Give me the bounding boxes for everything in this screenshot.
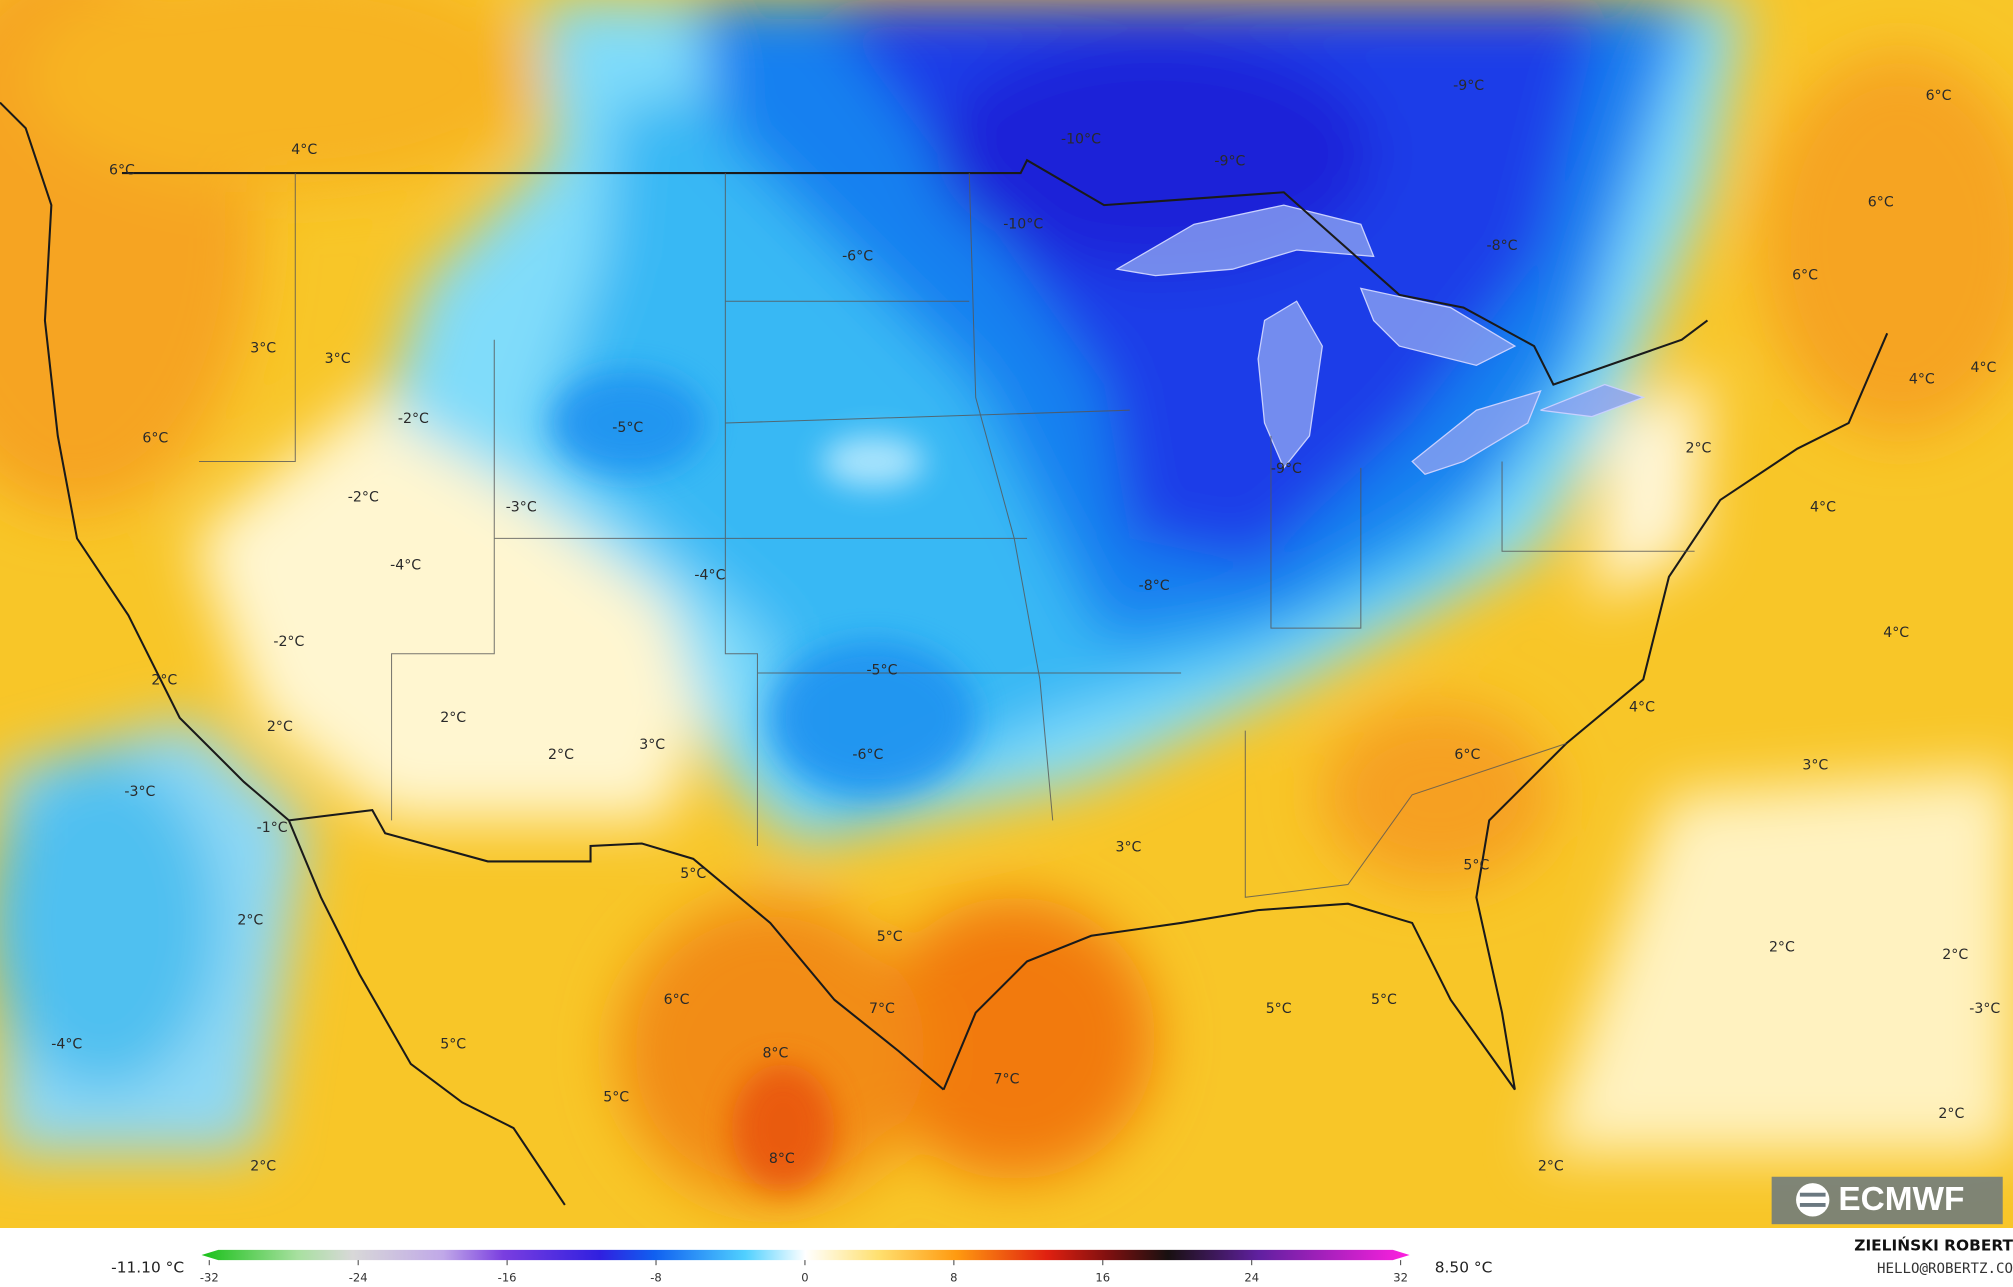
temperature-label: 7°C bbox=[869, 1001, 895, 1017]
borders bbox=[0, 101, 1889, 1206]
temperature-label: 4°C bbox=[1909, 371, 1935, 387]
temperature-label: 2°C bbox=[1942, 947, 1968, 963]
temperature-label: 5°C bbox=[1463, 857, 1489, 873]
temperature-label: 4°C bbox=[291, 142, 317, 158]
colorbar-tick-label: -32 bbox=[200, 1271, 219, 1285]
colorbar-tick-label: 24 bbox=[1244, 1271, 1259, 1285]
temperature-field bbox=[0, 0, 2013, 1229]
temperature-label: -2°C bbox=[273, 634, 304, 650]
colorbar-tick-label: 0 bbox=[801, 1271, 808, 1285]
temperature-label: 2°C bbox=[1938, 1106, 1964, 1122]
temperature-label: 5°C bbox=[1266, 1001, 1292, 1017]
temperature-label: 8°C bbox=[762, 1046, 788, 1062]
ecmwf-logo: ECMWF bbox=[1771, 1176, 2003, 1225]
temperature-label: -3°C bbox=[124, 784, 155, 800]
temperature-label: -6°C bbox=[852, 747, 883, 763]
temperature-label: 5°C bbox=[440, 1037, 466, 1053]
temperature-label: 3°C bbox=[1802, 757, 1828, 773]
colorbar-tick-label: 16 bbox=[1095, 1271, 1110, 1285]
temperature-label: 2°C bbox=[548, 747, 574, 763]
credit-author: ZIELIŃSKI ROBERT bbox=[1854, 1235, 2013, 1254]
temperature-label: -8°C bbox=[1487, 238, 1518, 254]
temperature-label: 3°C bbox=[639, 737, 665, 753]
temperature-label: 3°C bbox=[1116, 839, 1142, 855]
temperature-label: 4°C bbox=[1629, 700, 1655, 716]
temperature-label: 2°C bbox=[250, 1159, 276, 1175]
colorbar-tick-label: -16 bbox=[498, 1271, 517, 1285]
colorbar-tick-label: -8 bbox=[650, 1271, 662, 1285]
temperature-label: -5°C bbox=[612, 420, 643, 436]
temperature-label: 3°C bbox=[325, 351, 351, 367]
colorbar-ramp bbox=[201, 1249, 1410, 1261]
temperature-label: 4°C bbox=[1883, 625, 1909, 641]
temperature-label: -9°C bbox=[1271, 461, 1302, 477]
colorbar-tick-label: 32 bbox=[1393, 1271, 1408, 1285]
temperature-label: -4°C bbox=[51, 1037, 82, 1053]
colorbar-max: 8.50 °C bbox=[1435, 1258, 1493, 1276]
temperature-label: 2°C bbox=[237, 912, 263, 928]
credit-email: HELLO@ROBERTZ.CO bbox=[1877, 1261, 2013, 1277]
temperature-label: -3°C bbox=[506, 500, 537, 516]
temperature-label: 6°C bbox=[1868, 195, 1894, 211]
temperature-label: 4°C bbox=[1971, 360, 1997, 376]
temperature-label: -8°C bbox=[1139, 578, 1170, 594]
temperature-label: 8°C bbox=[769, 1151, 795, 1167]
temperature-label: 2°C bbox=[1538, 1159, 1564, 1175]
temperature-label: -9°C bbox=[1453, 78, 1484, 94]
logo-text: ECMWF bbox=[1838, 1181, 1964, 1218]
temperature-label: -6°C bbox=[842, 248, 873, 264]
temperature-label: 3°C bbox=[250, 341, 276, 357]
temperature-label: -3°C bbox=[1969, 1001, 2000, 1017]
temperature-label: 6°C bbox=[1792, 268, 1818, 284]
temperature-label: 2°C bbox=[1769, 939, 1795, 955]
temperature-label: 6°C bbox=[142, 430, 168, 446]
temperature-label: 6°C bbox=[1454, 747, 1480, 763]
temperature-label: 5°C bbox=[680, 866, 706, 882]
temperature-label: 2°C bbox=[267, 719, 293, 735]
temperature-label: 7°C bbox=[994, 1071, 1020, 1087]
temperature-label: -5°C bbox=[866, 662, 897, 678]
temperature-label: 5°C bbox=[877, 929, 903, 945]
colorbar: -11.10 °C 8.50 °C -32 -24 -16 -8 0 8 16 24 32 bbox=[111, 1249, 1493, 1285]
temperature-label: 5°C bbox=[603, 1089, 629, 1105]
temperature-label: 6°C bbox=[664, 992, 690, 1008]
temperature-label: 2°C bbox=[1686, 441, 1712, 457]
colorbar-tick-label: 8 bbox=[950, 1271, 957, 1285]
temperature-label: 2°C bbox=[440, 710, 466, 726]
temperature-labels: 4°C 6°C -10°C -9°C -9°C 6°C -10°C -8°C -6°C 6°C 6°… bbox=[51, 78, 2000, 1175]
temperature-label: -1°C bbox=[257, 820, 288, 836]
temperature-label: 6°C bbox=[1926, 88, 1952, 104]
temperature-label: -9°C bbox=[1214, 154, 1245, 170]
state-lines bbox=[198, 173, 1695, 898]
temperature-label: -2°C bbox=[348, 489, 379, 505]
great-lakes bbox=[1115, 204, 1646, 476]
temperature-label: -10°C bbox=[1061, 132, 1101, 148]
temperature-label: 6°C bbox=[109, 162, 135, 178]
temperature-label: -2°C bbox=[398, 411, 429, 427]
temperature-label: 5°C bbox=[1371, 992, 1397, 1008]
colorbar-tick-label: -24 bbox=[349, 1271, 368, 1285]
temperature-label: -4°C bbox=[390, 557, 421, 573]
temperature-label: -4°C bbox=[694, 568, 725, 584]
temperature-label: 2°C bbox=[151, 673, 177, 689]
temperature-label: 4°C bbox=[1810, 500, 1836, 516]
colorbar-min: -11.10 °C bbox=[111, 1258, 184, 1276]
temperature-label: -10°C bbox=[1003, 216, 1043, 232]
